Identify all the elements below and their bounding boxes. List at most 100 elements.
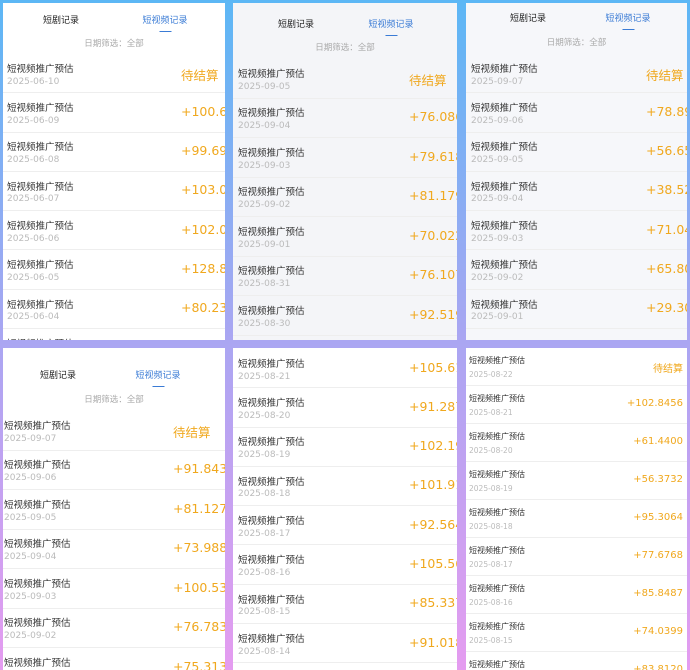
record-title: 短视频推广预估 bbox=[469, 355, 525, 365]
record-amount: +56.655 bbox=[646, 143, 687, 159]
record-amount: 待结算 bbox=[646, 67, 684, 83]
date-filter: 日期筛选：全部 bbox=[84, 395, 144, 405]
record-amount: +78.898 bbox=[646, 103, 687, 119]
date-filter: 日期筛选：全部 bbox=[84, 39, 144, 49]
record-title: 短视频推广预估 bbox=[238, 437, 305, 449]
record-title: 短视频推广预估 bbox=[7, 142, 74, 154]
record-title: 短视频推广预估 bbox=[238, 633, 305, 645]
record-date: 2025-08-15 bbox=[238, 607, 291, 618]
tab: 短剧记录 bbox=[277, 20, 315, 30]
record-date: 2025-08-17 bbox=[238, 528, 291, 539]
record-date: 2025-09-04 bbox=[4, 552, 57, 563]
record-row: 短视频推广预估 2025-08-17 +77.6768 bbox=[466, 537, 687, 576]
record-title: 短视频推广预估 bbox=[469, 469, 525, 479]
record-amount: +76.0864 bbox=[409, 109, 457, 125]
record-row: 短视频推广预估 2025-09-07 待结算 bbox=[3, 410, 225, 451]
record-date: 2025-08-22 bbox=[469, 369, 513, 379]
record-amount: +83.8120 bbox=[633, 663, 683, 670]
record-date: 2025-09-01 bbox=[471, 312, 524, 323]
tab-underline bbox=[384, 34, 397, 36]
record-title: 短视频推广预估 bbox=[4, 618, 71, 630]
record-amount: +91.0188 bbox=[409, 634, 457, 650]
record-date: 2025-06-06 bbox=[7, 233, 60, 244]
record-amount: +95.3064 bbox=[633, 511, 683, 523]
record-title: 短视频推广预估 bbox=[238, 476, 305, 488]
tab-underline bbox=[151, 385, 164, 387]
record-amount: +100.625 bbox=[181, 103, 225, 119]
record-amount: +103.053 bbox=[181, 182, 225, 198]
record-title: 短视频推广预估 bbox=[471, 260, 538, 272]
record-title: 短视频推广预估 bbox=[4, 460, 71, 472]
tab: 短视频记录 bbox=[135, 368, 181, 387]
record-row: 短视频推广预估 2025-08-22 待结算 bbox=[466, 348, 687, 386]
record-title: 短视频推广预估 bbox=[238, 187, 305, 199]
record-title: 短视频推广预估 bbox=[469, 507, 525, 517]
record-title: 短视频推广预估 bbox=[471, 181, 538, 193]
record-date: 2025-09-01 bbox=[238, 239, 291, 250]
record-date: 2025-06-10 bbox=[7, 76, 60, 87]
record-title: 短视频推广预估 bbox=[469, 393, 525, 403]
screenshot-panel: 短视频推广预估 2025-08-22 待结算 短视频推广预估 2025-08-21 +10… bbox=[466, 348, 687, 670]
record-amount: +61.4400 bbox=[633, 435, 683, 447]
record-amount: +91.8436 bbox=[173, 461, 225, 477]
record-date: 2025-09-04 bbox=[471, 194, 524, 205]
record-date: 2025-08-20 bbox=[238, 410, 291, 421]
record-title: 短视频推广预估 bbox=[4, 420, 71, 432]
record-row: 短视频推广预估 bbox=[3, 328, 225, 340]
record-amount: 待结算 bbox=[409, 72, 447, 88]
record-amount: +102.1982 bbox=[409, 438, 457, 454]
record-date: 2025-08-19 bbox=[238, 450, 291, 461]
record-amount: +75.3136 bbox=[173, 658, 225, 670]
record-date: 2025-09-02 bbox=[238, 200, 291, 211]
record-title: 短视频推广预估 bbox=[469, 545, 525, 555]
record-amount: 待结算 bbox=[181, 67, 219, 83]
record-amount: +74.0399 bbox=[633, 625, 683, 637]
record-amount: +105.6180 bbox=[409, 359, 457, 375]
screenshot-panel: 短剧记录 短视频记录 日期筛选：全部 短视频推广预估 2025-09-05 待结算 短视频推… bbox=[233, 3, 457, 340]
tab: 短视频记录 bbox=[605, 11, 651, 30]
record-title: 短视频推广预估 bbox=[471, 103, 538, 115]
record-date: 2025-09-03 bbox=[4, 591, 57, 602]
record-date: 2025-09-02 bbox=[471, 273, 524, 284]
record-row: 短视频推广预估 +75.3136 bbox=[3, 647, 225, 670]
record-amount: +70.0224 bbox=[409, 227, 457, 243]
record-date: 2025-09-07 bbox=[471, 76, 524, 87]
record-title: 短视频推广预估 bbox=[4, 578, 71, 590]
record-amount: +71.043 bbox=[646, 221, 687, 237]
record-amount: +101.9148 bbox=[409, 477, 457, 493]
record-amount: +92.5646 bbox=[409, 516, 457, 532]
record-row: 短视频推广预估 2025-06-10 待结算 bbox=[3, 53, 225, 94]
record-row: 短视频推广预估 +83.8120 bbox=[466, 651, 687, 670]
screenshot-panel: 短剧记录 短视频记录 日期筛选：全部 短视频推广预估 2025-09-07 待结算 短视频推… bbox=[3, 348, 225, 670]
record-title: 短视频推广预估 bbox=[469, 583, 525, 593]
record-date: 2025-08-21 bbox=[469, 407, 513, 417]
record-title: 短视频推广预估 bbox=[7, 103, 74, 115]
tab: 短剧记录 bbox=[509, 14, 547, 24]
record-date: 2025-09-05 bbox=[4, 512, 57, 523]
record-amount: +38.523 bbox=[646, 182, 687, 198]
record-row: 短视频推广预估 2025-08-15 +74.0399 bbox=[466, 613, 687, 652]
record-date: 2025-08-20 bbox=[469, 445, 513, 455]
record-title: 短视频推广预估 bbox=[471, 221, 538, 233]
record-title: 短视频推广预估 bbox=[4, 657, 71, 669]
record-amount: +85.3374 bbox=[409, 595, 457, 611]
record-title: 短视频推广预估 bbox=[238, 226, 305, 238]
record-amount: +102.027 bbox=[181, 221, 225, 237]
record-title: 短视频推广预估 bbox=[4, 499, 71, 511]
record-amount: 待结算 bbox=[653, 363, 683, 375]
record-row: 短视频推广预估 2025-08-16 +85.8487 bbox=[466, 575, 687, 614]
record-amount: +99.6931 bbox=[181, 143, 225, 159]
record-row: 短视频推广预估 2025-09-05 待结算 bbox=[233, 58, 457, 99]
